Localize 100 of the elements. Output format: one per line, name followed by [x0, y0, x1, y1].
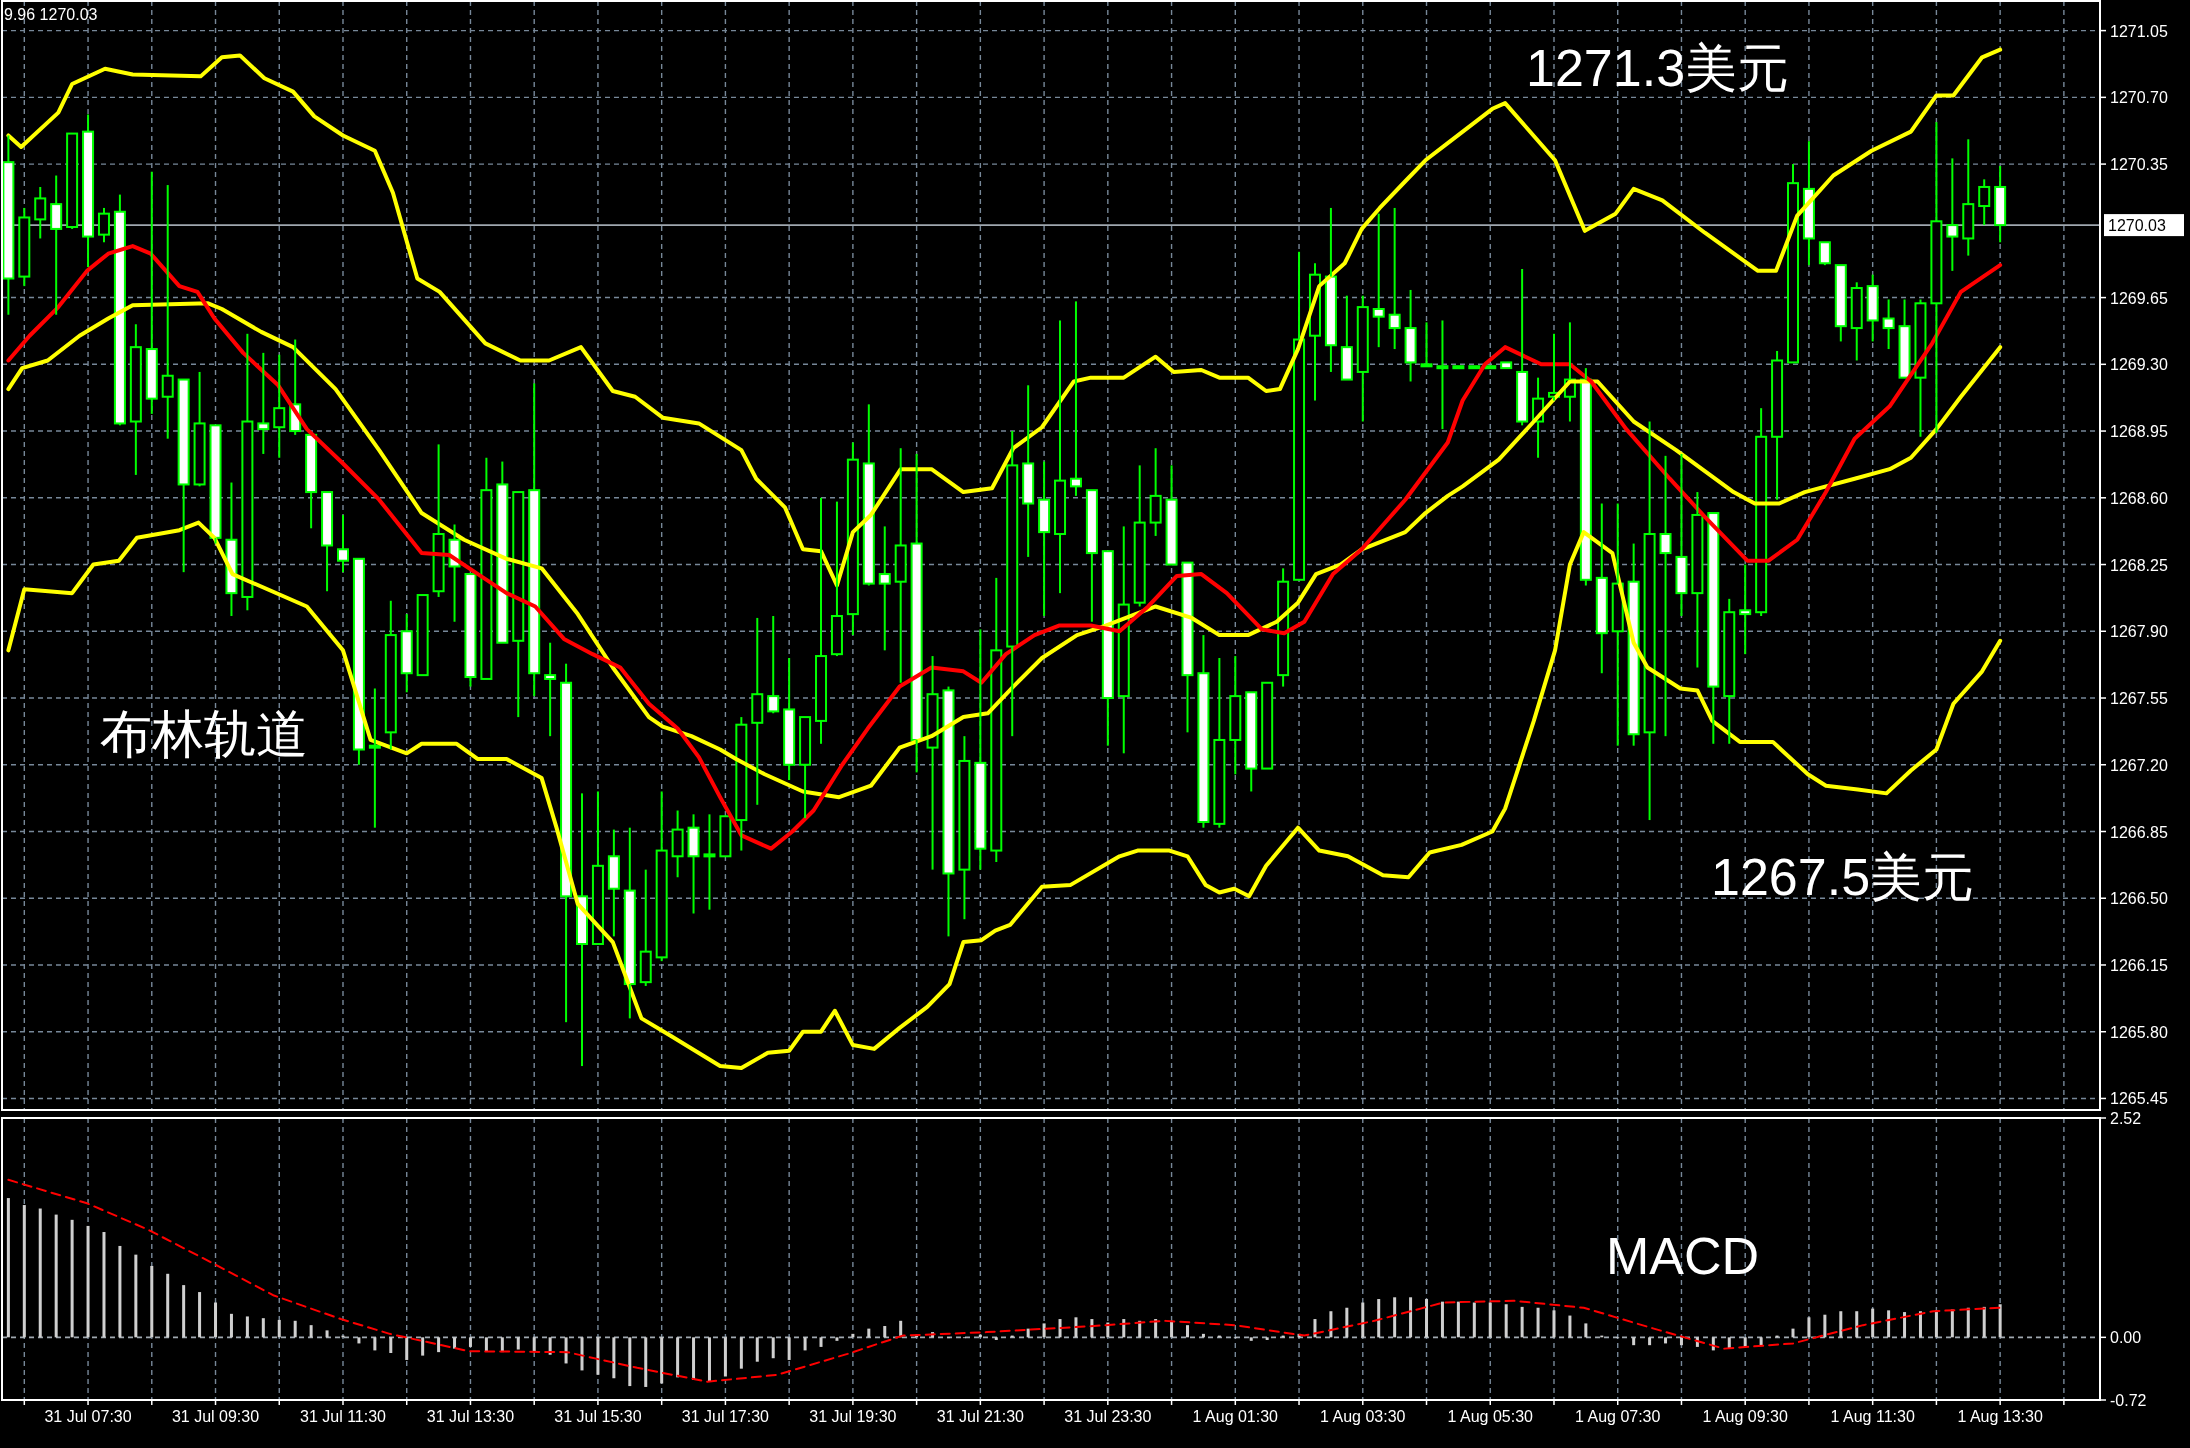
candlestick — [1579, 367, 1592, 587]
bar — [1903, 1312, 1907, 1338]
candlestick — [1404, 288, 1417, 383]
bar — [389, 1337, 393, 1353]
candlestick — [1388, 206, 1401, 351]
y-tick-label: 1271.05 — [2110, 22, 2168, 40]
candlestick — [846, 441, 859, 637]
bar — [1026, 1328, 1030, 1338]
bar — [1871, 1308, 1875, 1338]
bar — [484, 1337, 488, 1352]
candlestick — [671, 809, 684, 879]
bar — [134, 1254, 138, 1338]
y-tick-label: 1268.95 — [2110, 423, 2168, 441]
bar — [1042, 1323, 1046, 1338]
bar — [182, 1285, 186, 1338]
candlestick — [1197, 634, 1210, 829]
candlestick — [1229, 655, 1242, 776]
candlestick — [926, 655, 939, 871]
bar — [803, 1337, 807, 1351]
candlestick — [50, 174, 63, 316]
candlestick — [1659, 454, 1672, 738]
bar — [819, 1337, 823, 1347]
candlestick — [1356, 294, 1369, 423]
bar — [309, 1325, 313, 1338]
bar — [1504, 1304, 1508, 1338]
candlestick — [384, 599, 397, 751]
bar — [1887, 1310, 1891, 1338]
bar — [54, 1214, 58, 1338]
bar — [1536, 1307, 1540, 1338]
x-tick-label: 31 Jul 23:30 — [1064, 1408, 1152, 1425]
bar — [867, 1328, 871, 1338]
candlestick — [18, 206, 31, 288]
x-tick-label: 31 Jul 13:30 — [426, 1408, 515, 1425]
candlestick — [193, 370, 206, 488]
candlestick — [1372, 212, 1385, 349]
candlestick — [815, 496, 828, 745]
bar — [1249, 1337, 1253, 1341]
ref-line-label: 1270.03 — [2108, 217, 2166, 235]
annotation: MACD — [1606, 1227, 1760, 1285]
bar — [86, 1225, 90, 1338]
bar — [198, 1292, 202, 1338]
candlestick — [241, 332, 254, 612]
annotation: 1267.5美元 — [1711, 848, 1975, 906]
candlestick — [129, 323, 142, 476]
bar — [1472, 1302, 1476, 1338]
bar — [453, 1337, 457, 1349]
x-tick-label: 31 Jul 07:30 — [44, 1408, 132, 1425]
bar — [437, 1337, 441, 1353]
bar — [70, 1219, 74, 1338]
bar — [214, 1302, 218, 1338]
x-tick-label: 1 Aug 07:30 — [1575, 1408, 1661, 1425]
bar — [883, 1326, 887, 1338]
candlestick — [544, 641, 557, 738]
candlestick — [1069, 300, 1082, 497]
bar — [739, 1337, 743, 1369]
x-tick-label: 31 Jul 17:30 — [681, 1408, 770, 1425]
bar — [660, 1337, 664, 1384]
candlestick — [1627, 542, 1640, 747]
bar — [102, 1232, 106, 1338]
candlestick — [894, 447, 907, 684]
bar — [851, 1333, 855, 1338]
bar — [994, 1337, 998, 1340]
bar — [261, 1318, 265, 1338]
candlestick — [623, 826, 636, 1020]
bar — [1440, 1301, 1444, 1338]
bar — [1329, 1311, 1333, 1338]
bar — [1934, 1310, 1938, 1338]
bar — [612, 1337, 616, 1379]
candlestick — [607, 828, 620, 938]
bar — [1982, 1306, 1986, 1338]
candlestick — [1930, 121, 1943, 434]
candlestick — [1866, 273, 1879, 343]
candlestick — [1675, 452, 1688, 618]
candlestick — [97, 206, 110, 244]
bar — [373, 1337, 377, 1351]
y-tick-label: 1266.15 — [2110, 956, 2168, 974]
bar — [150, 1265, 154, 1338]
y-tick-label: 1265.80 — [2110, 1023, 2168, 1041]
candlestick — [1882, 298, 1895, 351]
candlestick — [1324, 206, 1337, 373]
bar — [723, 1337, 727, 1377]
bar — [1807, 1317, 1811, 1338]
candlestick — [735, 716, 748, 852]
candlestick — [273, 353, 286, 459]
bar — [707, 1337, 711, 1382]
bar — [596, 1337, 600, 1375]
bar — [1839, 1311, 1843, 1338]
candlestick — [830, 500, 843, 658]
y-tick-label: 1266.85 — [2110, 823, 2168, 841]
bar — [1201, 1333, 1205, 1338]
candlestick — [751, 616, 764, 806]
candlestick — [336, 513, 349, 574]
candlestick — [862, 403, 875, 587]
x-tick-label: 1 Aug 05:30 — [1447, 1408, 1534, 1425]
bar — [1791, 1328, 1795, 1338]
bar — [1584, 1323, 1588, 1338]
bar — [1552, 1310, 1556, 1338]
bar — [1377, 1299, 1381, 1338]
x-tick-label: 31 Jul 11:30 — [299, 1408, 387, 1425]
candlestick — [878, 525, 891, 652]
